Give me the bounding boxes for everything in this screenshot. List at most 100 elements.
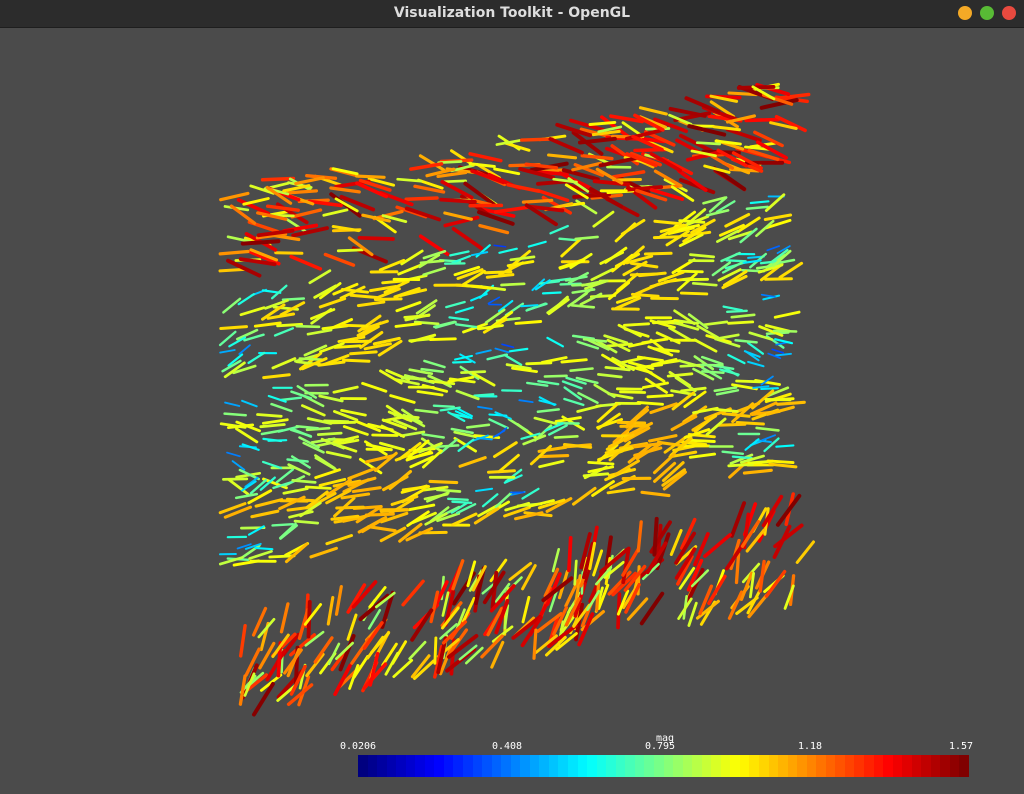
arrow-glyph [735, 421, 765, 426]
arrow-glyph [652, 452, 676, 475]
render-viewport[interactable]: mag 0.0206 0.408 0.795 1.18 1.57 [0, 28, 1024, 794]
arrow-glyph [765, 405, 795, 416]
arrow-glyph [611, 170, 646, 179]
arrow-glyph [711, 261, 732, 277]
arrow-glyph [683, 428, 711, 439]
arrow-glyph [223, 361, 246, 379]
arrow-glyph [561, 380, 583, 390]
arrow-glyph [752, 385, 770, 389]
arrow-glyph [423, 492, 449, 501]
arrow-glyph [477, 405, 493, 410]
arrow-glyph [274, 251, 304, 255]
arrow-glyph [373, 451, 398, 472]
arrow-glyph [536, 188, 570, 203]
arrow-glyph [775, 493, 802, 527]
arrow-glyph [767, 352, 782, 360]
arrow-glyph [458, 456, 487, 468]
minimize-button[interactable] [958, 6, 972, 20]
arrow-glyph [261, 460, 283, 470]
arrow-glyph [237, 293, 255, 306]
arrow-glyph [518, 399, 534, 404]
scalar-bar-segment [463, 755, 473, 777]
arrow-glyph [326, 478, 352, 497]
arrow-glyph [290, 208, 323, 219]
arrow-glyph [403, 314, 431, 319]
arrow-glyph [727, 462, 754, 468]
arrow-glyph [546, 336, 565, 348]
arrow-glyph [726, 309, 748, 313]
arrow-glyph [331, 167, 359, 176]
arrow-glyph [429, 590, 440, 624]
arrow-glyph [392, 658, 414, 678]
scalar-bar-label-min: 0.0206 [339, 741, 377, 752]
arrow-glyph [366, 525, 397, 533]
arrow-glyph [452, 360, 472, 364]
arrow-glyph [552, 177, 578, 184]
arrow-glyph [440, 180, 474, 200]
arrow-glyph [606, 342, 633, 348]
arrow-glyph [290, 390, 313, 400]
arrow-glyph [629, 261, 659, 269]
arrow-glyph [247, 525, 265, 536]
arrow-glyph [226, 451, 241, 458]
scalar-bar-segment [940, 755, 950, 777]
maximize-button[interactable] [980, 6, 994, 20]
arrow-glyph [490, 640, 505, 669]
arrow-glyph [539, 454, 570, 459]
arrow-glyph [418, 253, 441, 269]
scalar-bar-segment [510, 755, 521, 777]
arrow-glyph [465, 423, 491, 429]
scalar-bar-segment [529, 755, 540, 777]
arrow-glyph [272, 480, 294, 490]
arrow-glyph [548, 137, 584, 155]
arrow-glyph [509, 255, 536, 262]
arrow-glyph [243, 672, 256, 697]
arrow-glyph [287, 463, 311, 476]
arrow-glyph [678, 359, 704, 369]
arrow-glyph [373, 297, 403, 301]
arrow-glyph [534, 279, 551, 291]
arrow-glyph [223, 505, 253, 519]
arrow-glyph [588, 567, 606, 603]
scalar-bar-segment [596, 755, 607, 777]
arrow-glyph [464, 646, 484, 665]
arrow-glyph [776, 245, 791, 255]
arrow-glyph [267, 394, 287, 403]
arrow-glyph [709, 94, 739, 103]
arrow-glyph [286, 505, 316, 512]
arrow-glyph [440, 179, 467, 184]
arrow-glyph [325, 489, 352, 505]
arrow-glyph [643, 251, 673, 256]
arrow-glyph [355, 181, 389, 199]
arrow-glyph [371, 433, 399, 437]
arrow-glyph [421, 383, 449, 393]
arrow-glyph [234, 492, 259, 500]
arrow-glyph [687, 313, 709, 330]
arrow-glyph [493, 244, 507, 248]
arrow-glyph [360, 515, 388, 534]
arrow-glyph [661, 461, 685, 483]
arrow-glyph [520, 615, 543, 648]
arrow-glyph [493, 441, 518, 458]
arrow-glyph [494, 582, 511, 603]
arrow-glyph [223, 412, 247, 417]
arrow-glyph [715, 200, 736, 214]
arrow-glyph [249, 479, 267, 495]
window-titlebar[interactable]: Visualization Toolkit - OpenGL [0, 0, 1024, 28]
arrow-glyph [668, 106, 707, 118]
arrow-glyph [579, 532, 592, 570]
close-button[interactable] [1002, 6, 1016, 20]
arrow-glyph [621, 547, 641, 577]
scalar-bar-segment [415, 755, 425, 777]
arrow-glyph [757, 263, 784, 274]
arrow-glyph [508, 347, 529, 353]
arrow-glyph [389, 394, 416, 404]
arrow-glyph [367, 422, 394, 432]
arrow-glyph [629, 151, 662, 167]
arrow-glyph [595, 580, 601, 613]
arrow-glyph [334, 584, 343, 616]
arrow-glyph [587, 460, 615, 466]
arrow-glyph [432, 404, 455, 408]
arrow-glyph [611, 571, 638, 597]
arrow-glyph [456, 268, 484, 280]
